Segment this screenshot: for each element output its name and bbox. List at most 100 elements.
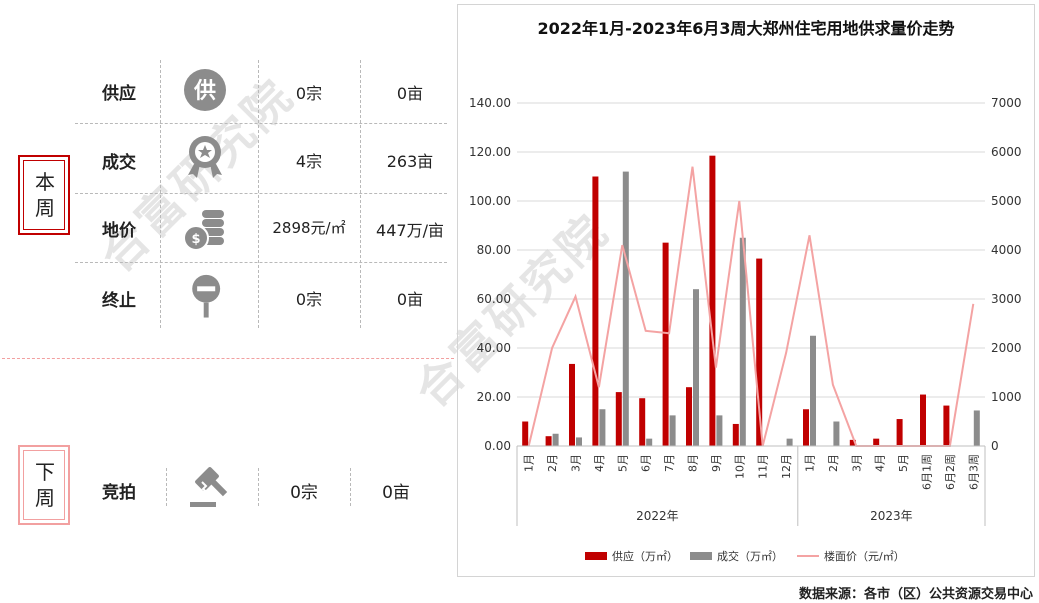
- this-week-badge: 本周: [18, 155, 70, 235]
- next-week-badge: 下周: [18, 445, 70, 525]
- row-label-supply: 供应: [102, 84, 136, 104]
- legend-label: 成交（万㎡）: [717, 549, 783, 563]
- bar-deal: [833, 421, 840, 446]
- data-source-note: 数据来源：各市（区）公共资源交易中心: [798, 587, 1033, 602]
- bar-deal: [622, 171, 629, 446]
- bar-deal: [810, 335, 816, 446]
- bar-supply: [920, 394, 926, 446]
- section-divider: [2, 358, 454, 359]
- col-divider: [350, 468, 351, 506]
- row-label-deal: 成交: [102, 153, 136, 173]
- terminated-area: 0亩: [396, 290, 424, 309]
- bar-supply: [943, 405, 950, 446]
- y-right-tick-label: 7000: [991, 96, 1022, 110]
- col-divider: [258, 60, 259, 328]
- x-tick-label: 6月1周: [921, 454, 934, 490]
- bar-supply: [709, 155, 716, 447]
- row-label-price: 地价: [102, 221, 136, 241]
- bar-supply: [615, 392, 622, 446]
- x-tick-label: 11月: [757, 454, 770, 479]
- y-right-tick-label: 2000: [991, 341, 1022, 355]
- y-right-tick-label: 4000: [991, 243, 1022, 257]
- stop-sign-icon: [192, 274, 221, 318]
- x-tick-label: 6月2周: [944, 454, 957, 490]
- y-right-tick-label: 1000: [991, 390, 1022, 404]
- legend-swatch: [585, 552, 607, 560]
- x-tick-label: 6月: [640, 454, 653, 472]
- x-tick-label: 12月: [780, 454, 793, 479]
- bar-deal: [669, 415, 676, 446]
- chart-container: [457, 4, 1035, 577]
- bar-deal: [786, 438, 793, 446]
- bar-deal: [716, 415, 723, 446]
- bar-supply: [662, 242, 669, 446]
- bar-supply: [639, 398, 646, 446]
- this-week-badge-text: 本周: [35, 170, 55, 220]
- x-tick-label: 5月: [616, 454, 629, 472]
- bar-supply: [522, 421, 529, 446]
- col-divider: [360, 60, 361, 328]
- legend-label: 供应（万㎡）: [612, 549, 678, 563]
- auction-area: 0亩: [382, 483, 410, 503]
- bar-deal: [576, 437, 582, 446]
- x-tick-label: 4月: [874, 454, 887, 472]
- bar-supply: [545, 436, 552, 446]
- bar-supply: [732, 423, 739, 446]
- supply-icon: 供: [184, 69, 226, 111]
- bar-supply: [873, 438, 880, 446]
- auction-count: 0宗: [290, 483, 318, 503]
- bar-supply: [849, 439, 856, 446]
- x-tick-label: 2月: [827, 454, 840, 472]
- deal-count: 4宗: [295, 152, 323, 171]
- x-tick-label: 2月: [546, 454, 559, 472]
- y-left-tick-label: 120.00: [469, 145, 511, 159]
- bar-deal: [739, 237, 746, 446]
- y-right-tick-label: 3000: [991, 292, 1022, 306]
- x-tick-label: 3月: [570, 454, 583, 472]
- x-group-label: 2023年: [870, 509, 913, 523]
- auction-gavel-icon: [190, 467, 228, 507]
- bar-deal: [599, 409, 606, 446]
- svg-text:$: $: [191, 232, 200, 247]
- x-tick-label: 3月: [850, 454, 863, 472]
- x-tick-label: 8月: [687, 454, 700, 472]
- y-right-tick-label: 5000: [991, 194, 1022, 208]
- x-tick-label: 10月: [733, 454, 746, 479]
- x-tick-label: 6月3周: [967, 454, 980, 490]
- y-left-tick-label: 60.00: [477, 292, 511, 306]
- row-label-terminated: 终止: [102, 291, 136, 311]
- bar-supply: [756, 258, 763, 446]
- bar-supply: [569, 363, 575, 446]
- row-label-auction: 竞拍: [102, 483, 136, 503]
- col-divider: [166, 468, 167, 506]
- col-divider: [258, 468, 259, 506]
- svg-text:供: 供: [193, 78, 216, 104]
- bar-deal: [552, 433, 559, 446]
- supply-count: 0宗: [295, 84, 323, 103]
- bar-supply: [686, 387, 692, 446]
- x-tick-label: 5月: [897, 454, 910, 472]
- x-tick-label: 9月: [710, 454, 723, 472]
- row-divider: [75, 193, 447, 194]
- y-left-tick-label: 80.00: [477, 243, 511, 257]
- bar-deal: [693, 289, 699, 446]
- y-left-tick-label: 0.00: [484, 439, 511, 453]
- y-left-tick-label: 100.00: [469, 194, 511, 208]
- chart-title: 2022年1月-2023年6月3周大郑州住宅用地供求量价走势: [537, 19, 954, 38]
- y-left-tick-label: 140.00: [469, 96, 511, 110]
- supply-area: 0亩: [396, 84, 424, 103]
- bar-supply: [896, 419, 903, 446]
- row-divider: [75, 123, 447, 124]
- x-tick-label: 1月: [804, 454, 817, 472]
- bar-deal: [646, 438, 653, 446]
- x-group-label: 2022年: [636, 509, 679, 523]
- bar-deal: [973, 410, 980, 446]
- x-tick-label: 1月: [523, 454, 536, 472]
- x-tick-label: 4月: [593, 454, 606, 472]
- legend-label: 楼面价（元/㎡）: [824, 549, 905, 563]
- y-left-tick-label: 40.00: [477, 341, 511, 355]
- col-divider: [160, 60, 161, 328]
- bar-supply: [592, 176, 599, 446]
- coins-icon: $: [183, 210, 224, 251]
- x-tick-label: 7月: [663, 454, 676, 472]
